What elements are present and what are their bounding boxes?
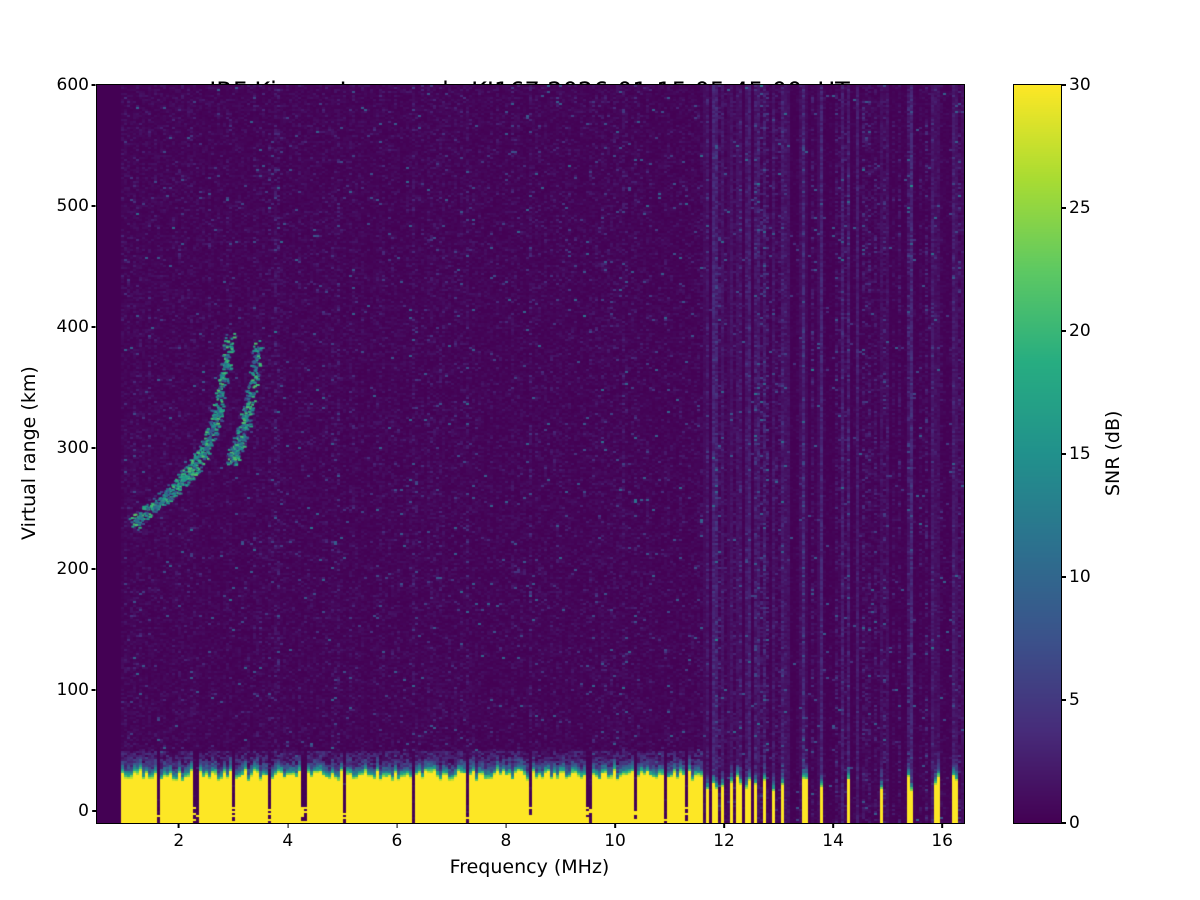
y-tick-100-label: 100 [56,679,89,700]
colorbar-tick-0-mark [1062,822,1066,824]
colorbar-tick-20-mark [1062,330,1066,332]
y-tick-200-mark [92,568,96,570]
x-tick-6-mark [396,824,398,828]
x-tick-12: 12 [713,824,735,851]
y-tick-600: 600 [57,75,96,95]
x-tick-14: 14 [822,824,844,851]
colorbar-tick-5-label: 5 [1069,690,1080,710]
x-tick-16-label: 16 [931,831,954,851]
x-tick-10-label: 10 [604,831,626,851]
colorbar-tick-30-mark [1062,84,1066,86]
heatmap-canvas [97,85,964,823]
y-tick-0-mark [92,810,96,812]
colorbar-tick-30-label: 30 [1069,75,1091,95]
y-tick-300-mark [92,447,96,449]
y-tick-600-mark [92,84,96,86]
colorbar-tick-25: 25 [1062,198,1091,218]
colorbar-tick-5: 5 [1062,690,1080,710]
colorbar-tick-5-mark [1062,699,1066,701]
y-tick-200-label: 200 [56,558,89,579]
y-tick-100: 100 [57,680,96,700]
x-axis-label: Frequency (MHz) [449,856,610,878]
x-tick-8: 8 [500,824,512,851]
colorbar-tick-15-mark [1062,453,1066,455]
x-tick-8-label: 8 [500,831,512,851]
colorbar-tick-15-label: 15 [1069,444,1091,464]
y-tick-500-mark [92,205,96,207]
y-tick-400: 400 [57,317,96,337]
x-tick-10: 10 [604,824,626,851]
y-tick-300: 300 [57,438,96,458]
y-tick-0: 0 [78,801,96,821]
y-tick-400-mark [92,326,96,328]
y-tick-500: 500 [57,196,96,216]
y-tick-200: 200 [57,559,96,579]
x-tick-8-mark [505,824,507,828]
x-tick-14-label: 14 [822,831,844,851]
y-tick-600-label: 600 [56,75,89,95]
x-tick-16: 16 [931,824,953,851]
colorbar-tick-25-mark [1062,207,1066,209]
x-tick-4: 4 [282,824,293,851]
x-tick-2: 2 [173,824,184,851]
heatmap-plot-area [96,84,965,824]
y-axis-label: Virtual range (km) [18,366,40,540]
colorbar-tick-10: 10 [1062,567,1091,587]
colorbar-tick-20: 20 [1062,321,1091,341]
x-tick-2-label: 2 [173,831,185,851]
colorbar-tick-10-label: 10 [1069,567,1091,587]
x-tick-2-mark [178,824,180,828]
colorbar-canvas [1014,85,1061,823]
colorbar-tick-25-label: 25 [1069,198,1091,218]
colorbar [1013,84,1062,824]
x-tick-16-mark [941,824,943,828]
colorbar-tick-0: 0 [1062,813,1080,833]
x-tick-4-label: 4 [282,831,294,851]
x-tick-10-mark [614,824,616,828]
colorbar-tick-30: 30 [1062,75,1091,95]
x-tick-14-mark [832,824,834,828]
x-tick-6: 6 [391,824,402,851]
x-tick-4-mark [287,824,289,828]
x-tick-12-label: 12 [713,831,735,851]
colorbar-label: SNR (dB) [1102,410,1124,496]
x-tick-12-mark [723,824,725,828]
colorbar-tick-10-mark [1062,576,1066,578]
colorbar-tick-20-label: 20 [1069,321,1091,341]
y-tick-100-mark [92,689,96,691]
colorbar-tick-0-label: 0 [1069,813,1080,833]
x-tick-6-label: 6 [391,831,403,851]
y-tick-500-label: 500 [56,195,89,216]
colorbar-tick-15: 15 [1062,444,1091,464]
y-tick-0-label: 0 [78,800,89,821]
y-tick-400-label: 400 [56,316,89,337]
y-tick-300-label: 300 [56,437,89,458]
